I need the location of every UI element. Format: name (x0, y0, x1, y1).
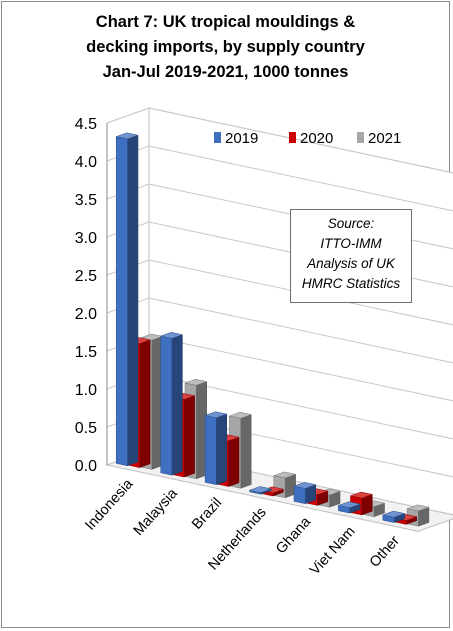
x-category-label: Viet Nam (307, 524, 359, 579)
bar-top (184, 378, 208, 386)
bar (293, 482, 317, 505)
bar-top (228, 411, 253, 419)
bar-top (337, 501, 362, 509)
legend-label: 2019 (225, 130, 258, 147)
bar (381, 510, 406, 523)
source-line-4: HMRC Statistics (301, 276, 401, 291)
bar-side (228, 436, 240, 487)
y-tick-label: 3.0 (75, 230, 97, 247)
chart-walls (105, 107, 453, 532)
bar-side (183, 395, 195, 478)
bar-top (349, 491, 374, 499)
source-line-2: ITTO-IMM (320, 236, 382, 251)
bar-top (381, 510, 406, 518)
legend-label: 2020 (300, 130, 333, 147)
gridline (106, 107, 453, 174)
bar-front (293, 485, 306, 505)
y-tick-label: 1.0 (75, 382, 97, 399)
bar-top (115, 132, 139, 140)
x-category-label: Other (367, 533, 403, 571)
bar-top (204, 411, 228, 419)
y-tick-label: 2.5 (75, 268, 97, 285)
x-category-label: Brazil (189, 495, 225, 533)
chart-title-line-2: decking imports, by supply country (86, 38, 365, 56)
y-tick-label: 0.5 (75, 420, 97, 437)
chart-title-line-1: Chart 7: UK tropical mouldings & (95, 13, 356, 31)
legend-swatch (289, 132, 296, 143)
bar (248, 486, 273, 495)
bar-side (240, 414, 252, 489)
bar-side (216, 413, 228, 486)
y-axis-ticks: 0.0 0.5 1.0 1.5 2.0 2.5 3.0 3.5 4.0 4.5 (75, 116, 97, 475)
y-tick-label: 1.5 (75, 344, 97, 361)
y-tick-label: 3.5 (75, 192, 97, 209)
bar-front (204, 415, 217, 486)
legend-swatch (357, 132, 364, 143)
legend: 2019 2020 2021 (214, 130, 401, 147)
legend-label: 2021 (368, 130, 401, 147)
bar (349, 491, 374, 516)
bars (115, 132, 430, 527)
source-note: Source: ITTO-IMM Analysis of UK HMRC Sta… (290, 209, 412, 303)
bar-front (115, 136, 128, 467)
y-tick-label: 2.0 (75, 306, 97, 323)
bar-top (293, 482, 317, 489)
bar (204, 411, 228, 486)
legend-swatch (214, 132, 221, 143)
y-tick-label: 4.0 (75, 154, 97, 171)
source-line-3: Analysis of UK (307, 256, 395, 271)
bar-top (159, 332, 184, 339)
bar-top (272, 471, 297, 479)
chart-title-line-3: Jan-Jul 2019-2021, 1000 tonnes (102, 63, 349, 81)
source-line-1: Source: (327, 216, 375, 231)
y-tick-label: 0.0 (75, 458, 97, 475)
x-category-label: Malaysia (131, 485, 182, 539)
bar-side (171, 334, 183, 476)
bar (115, 132, 139, 467)
bar-top (406, 504, 430, 512)
bar-top (248, 486, 273, 493)
x-category-label: Ghana (273, 513, 315, 557)
bar (159, 332, 184, 476)
x-category-label: Indonesia (82, 475, 137, 533)
y-tick-label: 4.5 (75, 116, 97, 133)
bar (337, 501, 362, 514)
bar-side (139, 339, 151, 468)
bar-side (127, 134, 139, 467)
bar-front (160, 335, 173, 476)
chart-title: Chart 7: UK tropical mouldings & decking… (0, 10, 451, 85)
